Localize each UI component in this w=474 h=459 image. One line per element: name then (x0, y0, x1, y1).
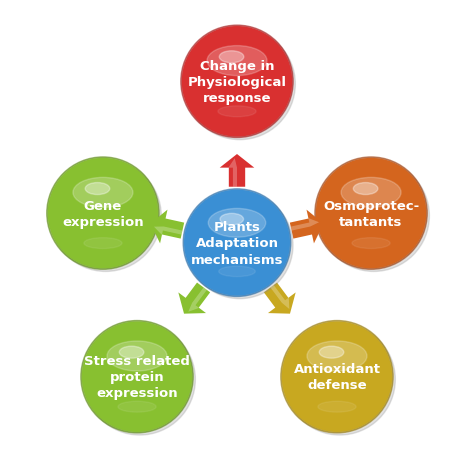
Ellipse shape (219, 267, 255, 277)
Circle shape (281, 321, 393, 433)
Polygon shape (270, 285, 289, 309)
Circle shape (184, 29, 295, 140)
Ellipse shape (318, 401, 356, 412)
Circle shape (183, 190, 291, 297)
Polygon shape (220, 155, 254, 187)
Ellipse shape (208, 209, 266, 238)
Ellipse shape (220, 214, 244, 225)
Polygon shape (178, 283, 210, 314)
Text: Gene
expression: Gene expression (62, 199, 144, 228)
Ellipse shape (352, 238, 390, 249)
Circle shape (47, 157, 159, 270)
Polygon shape (154, 227, 182, 235)
Polygon shape (291, 218, 319, 231)
Circle shape (50, 161, 161, 272)
Text: Plants
Adaptation
mechanisms: Plants Adaptation mechanisms (191, 220, 283, 266)
Ellipse shape (107, 341, 167, 371)
Circle shape (82, 323, 191, 431)
Circle shape (185, 191, 289, 295)
Ellipse shape (73, 178, 133, 208)
Circle shape (284, 324, 395, 435)
Ellipse shape (218, 106, 256, 118)
Circle shape (186, 193, 293, 299)
Circle shape (48, 159, 157, 268)
Polygon shape (188, 288, 207, 312)
Ellipse shape (118, 401, 156, 412)
Circle shape (81, 321, 193, 433)
Circle shape (84, 324, 195, 435)
Circle shape (317, 159, 426, 268)
Ellipse shape (84, 238, 122, 249)
Ellipse shape (353, 183, 378, 195)
Polygon shape (290, 210, 324, 244)
Ellipse shape (119, 347, 144, 358)
Circle shape (181, 26, 293, 138)
Ellipse shape (341, 178, 401, 208)
Ellipse shape (85, 183, 110, 195)
Text: Change in
Physiological
response: Change in Physiological response (188, 60, 286, 105)
Ellipse shape (219, 52, 244, 64)
Polygon shape (150, 210, 184, 244)
Ellipse shape (307, 341, 367, 371)
Circle shape (283, 323, 392, 431)
Polygon shape (228, 159, 237, 187)
Ellipse shape (319, 347, 344, 358)
Text: Stress related
protein
expression: Stress related protein expression (84, 354, 190, 399)
Ellipse shape (207, 46, 267, 76)
Text: Antioxidant
defense: Antioxidant defense (293, 363, 381, 392)
Circle shape (318, 161, 429, 272)
Polygon shape (264, 283, 296, 314)
Circle shape (182, 28, 292, 136)
Text: Osmoprotec-
tantants: Osmoprotec- tantants (323, 199, 419, 228)
Circle shape (315, 157, 427, 270)
